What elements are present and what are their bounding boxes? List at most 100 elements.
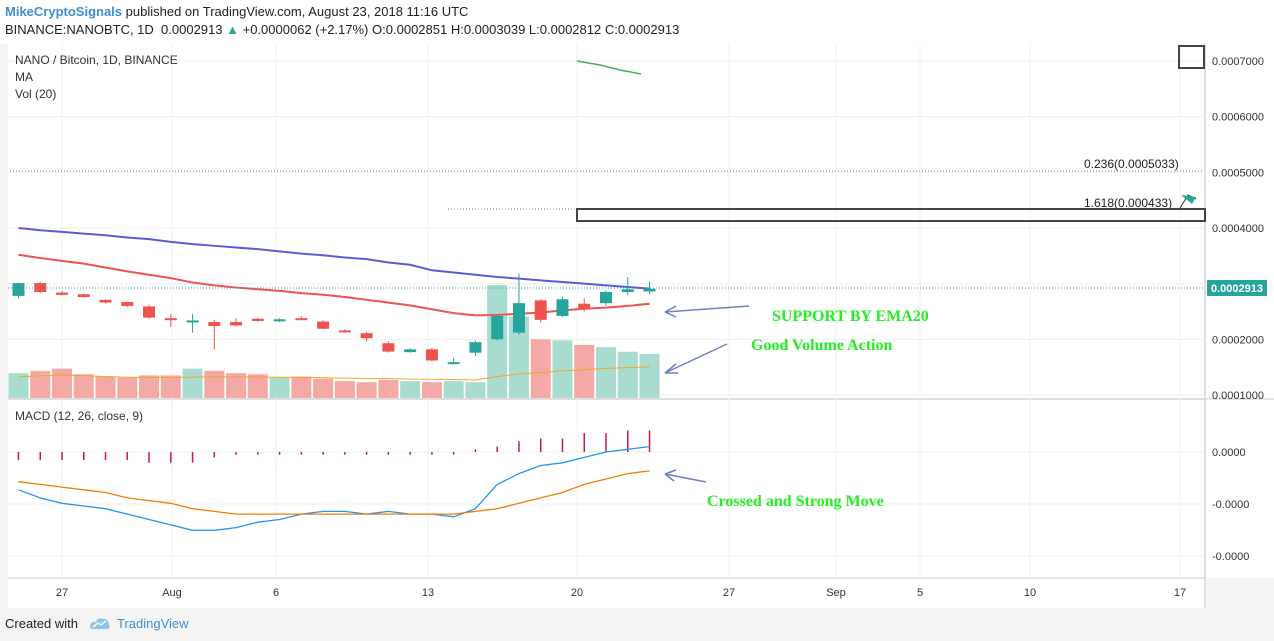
current-price-tag bbox=[1207, 280, 1267, 296]
candle-body-25 bbox=[556, 299, 569, 316]
candle-body-15 bbox=[338, 330, 351, 333]
volume-bar-21 bbox=[465, 382, 486, 398]
candle-body-7 bbox=[164, 318, 177, 321]
candle-body-12 bbox=[273, 319, 286, 322]
volume-bar-4 bbox=[95, 376, 116, 398]
close-label: C: bbox=[604, 22, 618, 37]
candle-body-18 bbox=[404, 349, 417, 353]
macd-pane[interactable] bbox=[8, 400, 1204, 578]
candle-body-24 bbox=[534, 300, 547, 320]
volume-bars bbox=[8, 285, 660, 398]
candle-body-14 bbox=[317, 321, 330, 329]
time-axis[interactable] bbox=[8, 578, 1204, 608]
macd-annotation: Crossed and Strong Move bbox=[707, 493, 884, 510]
volume-bar-13 bbox=[291, 376, 312, 398]
time-tick-7: 5 bbox=[917, 587, 923, 599]
candle-body-6 bbox=[143, 306, 156, 318]
volume-bar-9 bbox=[204, 370, 225, 398]
volume-bar-19 bbox=[421, 382, 442, 398]
candlesticks bbox=[12, 273, 656, 365]
candle-body-5 bbox=[121, 302, 134, 306]
volume-bar-5 bbox=[117, 377, 138, 398]
volume-arrow bbox=[664, 343, 728, 374]
publish-info: published on TradingView.com, August 23,… bbox=[122, 4, 469, 19]
open-value: 0.0002851 bbox=[385, 22, 448, 37]
macd-histogram bbox=[17, 430, 651, 463]
candle-body-4 bbox=[99, 299, 112, 303]
tradingview-link[interactable]: TradingView bbox=[117, 616, 189, 631]
macd-tick-2: -0.0000 bbox=[1212, 551, 1249, 563]
volume-bar-8 bbox=[182, 368, 203, 398]
author-link[interactable]: MikeCryptoSignals bbox=[5, 4, 123, 19]
target-box[interactable] bbox=[1178, 45, 1205, 69]
candle-body-26 bbox=[578, 303, 591, 309]
price-axis[interactable] bbox=[1206, 44, 1274, 578]
candle-body-21 bbox=[469, 342, 482, 353]
price-change: +0.0000062 (+2.17%) bbox=[242, 22, 369, 37]
time-tick-9: 17 bbox=[1174, 587, 1186, 599]
volume-bar-16 bbox=[356, 382, 377, 398]
flag-marker[interactable] bbox=[1181, 195, 1196, 204]
ohlc-line: BINANCE:NANOBTC, 1D 0.0002913 ▲ +0.00000… bbox=[5, 22, 679, 37]
price-chart[interactable]: 0.0007000 0.0006000 0.0005000 0.0004000 0.00… bbox=[0, 44, 1274, 608]
macd-line bbox=[18, 445, 650, 531]
legend-vol: Vol (20) bbox=[15, 87, 56, 101]
volume-bar-2 bbox=[52, 368, 72, 398]
time-tick-3: 13 bbox=[422, 587, 434, 599]
volume-bar-0 bbox=[8, 373, 29, 398]
time-tick-6: Sep bbox=[826, 587, 846, 599]
support-arrow-head bbox=[664, 305, 677, 318]
volume-bar-22 bbox=[487, 285, 508, 398]
volume-bar-27 bbox=[596, 347, 616, 398]
volume-bar-29 bbox=[639, 353, 660, 398]
candle-body-10 bbox=[230, 322, 243, 326]
price-tick-6: 0.0001000 bbox=[1212, 390, 1264, 402]
volume-bar-11 bbox=[247, 374, 268, 398]
candle-body-16 bbox=[360, 333, 373, 339]
candle-body-11 bbox=[251, 318, 264, 321]
candle-body-8 bbox=[186, 320, 199, 323]
high-label: H: bbox=[450, 22, 464, 37]
legend-title: NANO / Bitcoin, 1D, BINANCE bbox=[15, 53, 178, 67]
volume-bar-20 bbox=[443, 381, 464, 398]
up-triangle-icon: ▲ bbox=[226, 22, 239, 37]
tradingview-cloud-icon[interactable] bbox=[88, 615, 112, 631]
ma-slow-line bbox=[18, 227, 650, 290]
legend-macd: MACD (12, 26, close, 9) bbox=[15, 409, 143, 423]
open-label: O: bbox=[372, 22, 386, 37]
candle-body-0 bbox=[12, 283, 25, 296]
publish-line: MikeCryptoSignals published on TradingVi… bbox=[5, 4, 468, 19]
low-label: L: bbox=[528, 22, 540, 37]
support-arrow bbox=[664, 305, 750, 313]
macd-tick-0: 0.0000 bbox=[1212, 447, 1246, 459]
resistance-box[interactable] bbox=[576, 208, 1206, 222]
price-tick-5: 0.0002000 bbox=[1212, 334, 1264, 346]
fib-label-1618: 1.618(0.000433) bbox=[1084, 196, 1172, 210]
volume-ma-line bbox=[18, 366, 650, 381]
fib-label-0236: 0.236(0.0005033) bbox=[1084, 157, 1179, 171]
candle-body-27 bbox=[600, 292, 612, 304]
time-tick-5: 27 bbox=[723, 587, 735, 599]
candle-body-17 bbox=[382, 343, 395, 352]
time-tick-4: 20 bbox=[571, 587, 583, 599]
projection-line[interactable] bbox=[576, 60, 642, 75]
candle-body-20 bbox=[447, 362, 460, 365]
close-value: 0.0002913 bbox=[617, 22, 680, 37]
macd-tick-1: -0.0000 bbox=[1212, 499, 1249, 511]
low-value: 0.0002812 bbox=[539, 22, 602, 37]
volume-bar-7 bbox=[160, 375, 181, 398]
candle-body-19 bbox=[425, 349, 438, 361]
volume-arrow-head bbox=[664, 363, 678, 374]
price-tick-2: 0.0005000 bbox=[1212, 167, 1264, 179]
volume-bar-3 bbox=[73, 374, 94, 398]
legend-ma: MA bbox=[15, 70, 33, 84]
candle-body-13 bbox=[295, 318, 308, 321]
volume-bar-25 bbox=[552, 340, 573, 398]
chart-header: MikeCryptoSignals published on TradingVi… bbox=[0, 0, 1274, 44]
price-tick-1: 0.0006000 bbox=[1212, 112, 1264, 124]
volume-bar-24 bbox=[530, 339, 551, 398]
macd-arrow bbox=[664, 473, 707, 483]
high-value: 0.0003039 bbox=[463, 22, 526, 37]
candle-body-23 bbox=[512, 303, 525, 333]
candle-body-2 bbox=[56, 292, 68, 295]
